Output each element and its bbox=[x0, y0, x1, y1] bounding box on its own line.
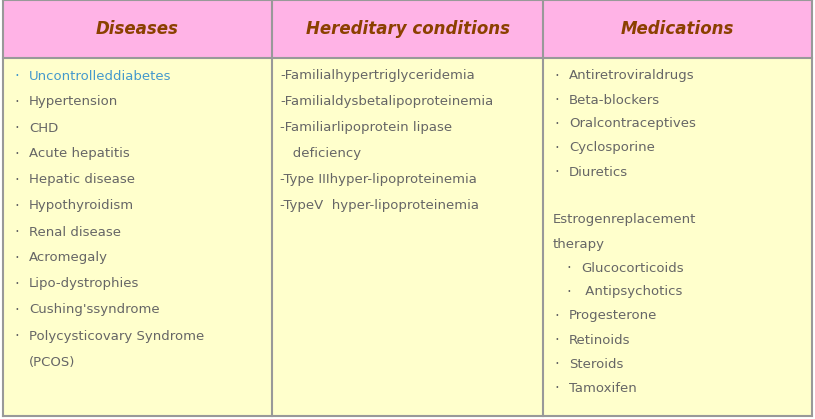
Text: Uncontrolleddiabetes: Uncontrolleddiabetes bbox=[29, 70, 171, 83]
Text: ·: · bbox=[15, 173, 20, 187]
Text: -Familialdysbetalipoproteinemia: -Familialdysbetalipoproteinemia bbox=[280, 96, 493, 109]
Text: ·: · bbox=[555, 333, 559, 347]
Text: Glucocorticoids: Glucocorticoids bbox=[581, 261, 684, 274]
Text: Cushing'ssyndrome: Cushing'ssyndrome bbox=[29, 303, 160, 316]
Bar bbox=[543, 0, 812, 58]
Text: Tamoxifen: Tamoxifen bbox=[569, 382, 637, 395]
Bar bbox=[3, 58, 272, 416]
Text: Polycysticovary Syndrome: Polycysticovary Syndrome bbox=[29, 329, 205, 342]
Text: -Familiarlipoprotein lipase: -Familiarlipoprotein lipase bbox=[280, 122, 452, 134]
Text: ·: · bbox=[15, 303, 20, 318]
Text: Progesterone: Progesterone bbox=[569, 310, 658, 323]
Text: Acute hepatitis: Acute hepatitis bbox=[29, 147, 130, 160]
Text: ·: · bbox=[555, 116, 559, 132]
Text: Retinoids: Retinoids bbox=[569, 334, 631, 347]
Text: Oralcontraceptives: Oralcontraceptives bbox=[569, 117, 696, 130]
Text: (PCOS): (PCOS) bbox=[29, 355, 75, 368]
Text: Hypothyroidism: Hypothyroidism bbox=[29, 199, 134, 212]
Text: deficiency: deficiency bbox=[280, 147, 361, 160]
Text: Hereditary conditions: Hereditary conditions bbox=[306, 20, 509, 38]
Text: Medications: Medications bbox=[621, 20, 734, 38]
Text: Renal disease: Renal disease bbox=[29, 225, 121, 238]
Bar bbox=[272, 0, 543, 58]
Text: -TypeV  hyper-lipoproteinemia: -TypeV hyper-lipoproteinemia bbox=[280, 199, 479, 212]
Text: ·: · bbox=[15, 225, 20, 240]
Text: ·: · bbox=[15, 277, 20, 292]
Text: ·: · bbox=[15, 251, 20, 266]
Text: -Familialhypertriglyceridemia: -Familialhypertriglyceridemia bbox=[280, 70, 475, 83]
Text: Diseases: Diseases bbox=[96, 20, 179, 38]
Text: Antiretroviraldrugs: Antiretroviraldrugs bbox=[569, 70, 694, 83]
Text: ·: · bbox=[555, 357, 559, 372]
Text: Hypertension: Hypertension bbox=[29, 96, 118, 109]
Text: ·: · bbox=[15, 328, 20, 344]
Text: ·: · bbox=[15, 199, 20, 214]
Text: ·: · bbox=[555, 140, 559, 155]
Text: Steroids: Steroids bbox=[569, 357, 623, 370]
Text: Estrogenreplacement: Estrogenreplacement bbox=[553, 214, 696, 227]
Text: CHD: CHD bbox=[29, 122, 58, 134]
Text: Diuretics: Diuretics bbox=[569, 166, 628, 178]
Text: Lipo-dystrophies: Lipo-dystrophies bbox=[29, 277, 139, 290]
Bar bbox=[3, 0, 272, 58]
Text: ·: · bbox=[555, 165, 559, 179]
Text: ·: · bbox=[555, 308, 559, 323]
Text: ·: · bbox=[15, 68, 20, 83]
Text: -Type IIIhyper-lipoproteinemia: -Type IIIhyper-lipoproteinemia bbox=[280, 173, 477, 186]
Text: Acromegaly: Acromegaly bbox=[29, 251, 108, 264]
Bar bbox=[543, 58, 812, 416]
Text: ·: · bbox=[566, 261, 571, 276]
Text: ·: · bbox=[15, 147, 20, 161]
Text: Hepatic disease: Hepatic disease bbox=[29, 173, 135, 186]
Text: therapy: therapy bbox=[553, 238, 605, 251]
Text: ·: · bbox=[555, 380, 559, 396]
Text: ·: · bbox=[555, 93, 559, 108]
Text: ·: · bbox=[15, 121, 20, 135]
Text: ·: · bbox=[15, 95, 20, 109]
Bar bbox=[272, 58, 543, 416]
Text: Antipsychotics: Antipsychotics bbox=[581, 285, 682, 298]
Text: ·: · bbox=[566, 285, 571, 300]
Text: Beta-blockers: Beta-blockers bbox=[569, 93, 660, 106]
Text: ·: · bbox=[555, 68, 559, 83]
Text: Cyclosporine: Cyclosporine bbox=[569, 142, 655, 155]
